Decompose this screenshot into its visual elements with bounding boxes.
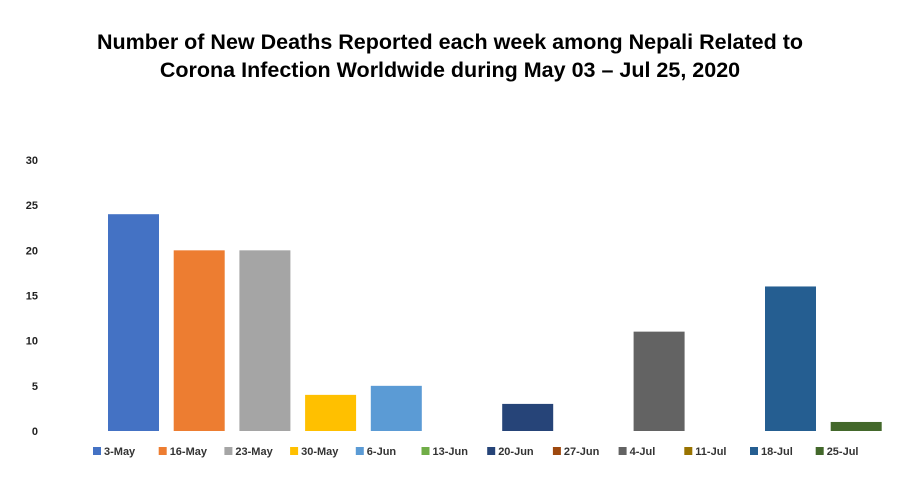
bar-16-May bbox=[173, 250, 225, 431]
legend-label-4-Jul: 4-Jul bbox=[630, 446, 656, 458]
legend-swatch-18-Jul bbox=[750, 447, 758, 455]
y-tick-label: 25 bbox=[26, 200, 38, 212]
legend-swatch-20-Jun bbox=[487, 447, 496, 455]
legend-label-20-Jun: 20-Jun bbox=[498, 446, 534, 458]
legend-label-18-Jul: 18-Jul bbox=[761, 446, 793, 458]
legend-swatch-6-Jun bbox=[355, 447, 364, 455]
bar-20-Jun bbox=[502, 403, 554, 431]
chart-title-line-1: Number of New Deaths Reported each week … bbox=[96, 30, 804, 54]
legend-label-27-Jun: 27-Jun bbox=[564, 446, 600, 458]
bar-18-Jul bbox=[765, 286, 816, 431]
y-axis: 0 5 10 15 20 25 30 bbox=[26, 155, 38, 438]
legend-label-11-Jul: 11-Jul bbox=[695, 446, 726, 458]
legend-swatch-4-Jul bbox=[618, 447, 627, 455]
legend-swatch-16-May bbox=[158, 447, 167, 455]
legend-swatch-3-May bbox=[93, 447, 101, 455]
y-tick-label: 10 bbox=[26, 336, 38, 348]
legend-swatch-11-Jul bbox=[684, 447, 693, 455]
legend: 3-May 16-May 23-May 30-May 6-Jun 13-Jun 20-Jun… bbox=[93, 446, 858, 458]
legend-swatch-27-Jun bbox=[552, 447, 561, 455]
bars bbox=[108, 214, 882, 431]
chart-title-line-2: Corona Infection Worldwide during May 03… bbox=[159, 58, 741, 82]
bar-30-May bbox=[305, 394, 357, 431]
legend-label-23-May: 23-May bbox=[235, 446, 273, 458]
legend-label-6-Jun: 6-Jun bbox=[367, 446, 397, 458]
legend-swatch-13-Jun bbox=[421, 447, 430, 455]
y-tick-label: 15 bbox=[26, 291, 38, 303]
legend-swatch-25-Jul bbox=[815, 447, 824, 455]
bar-3-May bbox=[108, 214, 159, 431]
legend-label-13-Jun: 13-Jun bbox=[433, 446, 469, 458]
legend-label-16-May: 16-May bbox=[170, 446, 208, 458]
chart-title: Number of New Deaths Reported each week … bbox=[0, 28, 900, 84]
legend-label-30-May: 30-May bbox=[301, 446, 339, 458]
legend-swatch-30-May bbox=[290, 447, 299, 455]
bar-25-Jul bbox=[830, 421, 882, 431]
y-tick-label: 5 bbox=[32, 381, 38, 393]
y-tick-label: 20 bbox=[26, 245, 38, 257]
legend-swatch-23-May bbox=[224, 447, 233, 455]
bar-23-May bbox=[239, 250, 291, 431]
legend-label-3-May: 3-May bbox=[104, 446, 136, 458]
legend-label-25-Jul: 25-Jul bbox=[827, 446, 859, 458]
bar-6-Jun bbox=[370, 385, 422, 431]
y-tick-label: 0 bbox=[32, 426, 38, 438]
y-tick-label: 30 bbox=[26, 155, 38, 167]
bar-4-Jul bbox=[633, 331, 685, 431]
